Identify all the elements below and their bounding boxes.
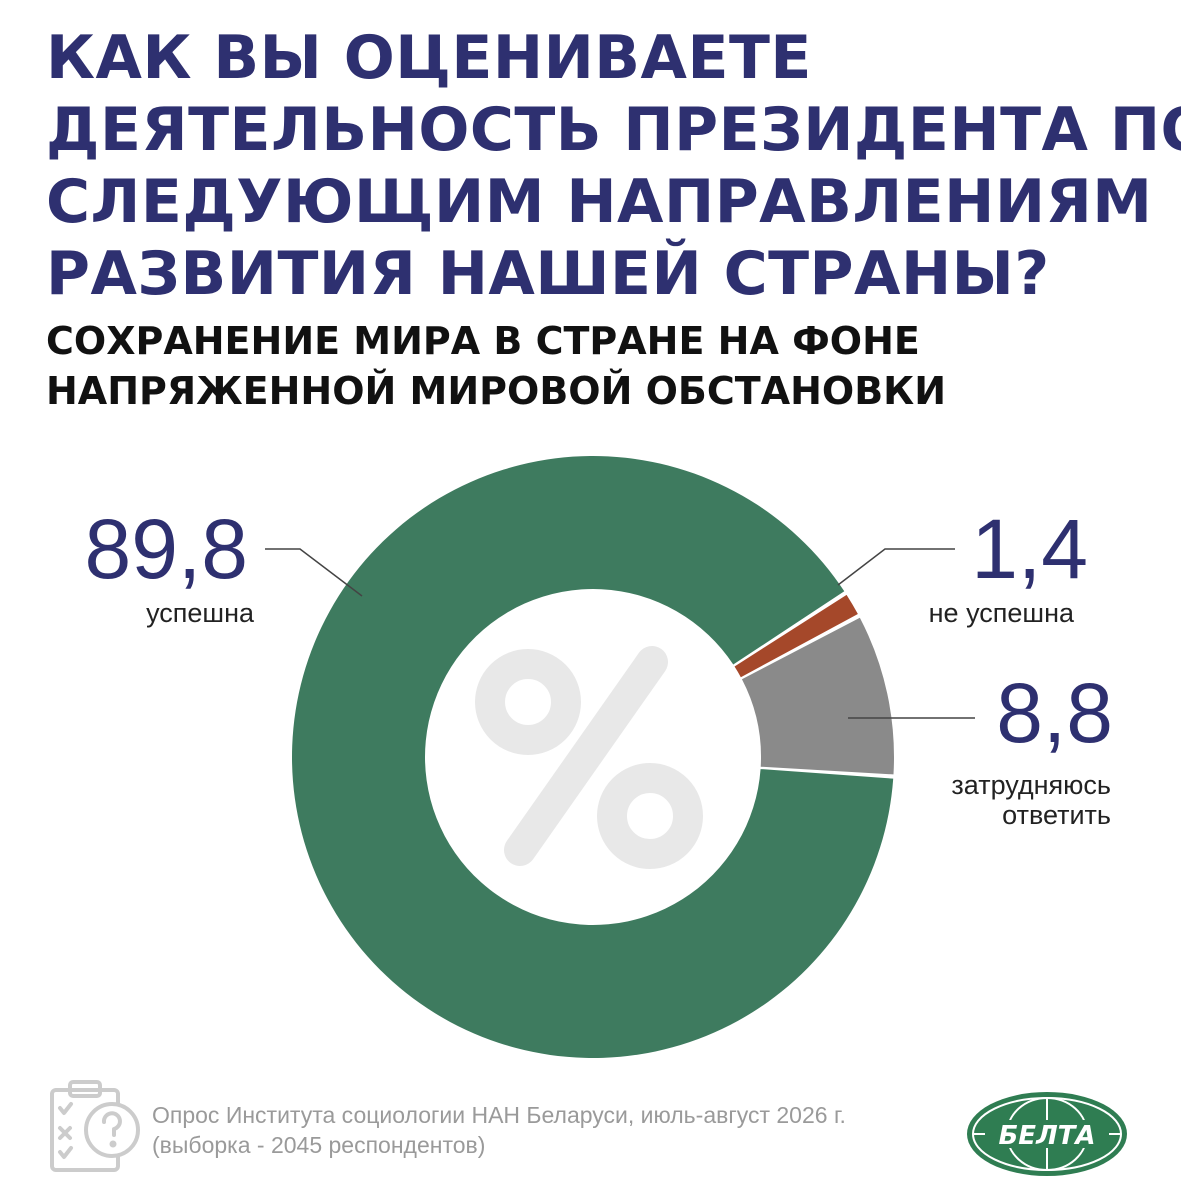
- percent-icon: [475, 646, 703, 869]
- clipboard-question-icon: [50, 1080, 140, 1172]
- chart-title: КАК ВЫ ОЦЕНИВАЕТЕ ДЕЯТЕЛЬНОСТЬ ПРЕЗИДЕНТ…: [46, 22, 1181, 310]
- value-label-не-успешна: 1,4: [971, 502, 1088, 596]
- slice-не-успешна: [734, 594, 858, 678]
- source-note: Опрос Института социологии НАН Беларуси,…: [152, 1100, 846, 1160]
- leader-line-успешна: [265, 548, 363, 597]
- title-line: СЛЕДУЮЩИМ НАПРАВЛЕНИЯМ: [46, 167, 1153, 237]
- leader-line-не-успешна: [837, 548, 955, 586]
- value-label-успешна: 89,8: [85, 502, 249, 596]
- value-label-затрудняюсь-ответить: 8,8: [996, 666, 1113, 760]
- title-line: РАЗВИТИЯ НАШЕЙ СТРАНЫ?: [46, 239, 1050, 309]
- category-label-затрудняюсь-ответить: ответить: [1002, 800, 1111, 830]
- title-line: ДЕЯТЕЛЬНОСТЬ ПРЕЗИДЕНТА ПО: [46, 95, 1181, 165]
- subtitle-line: СОХРАНЕНИЕ МИРА В СТРАНЕ НА ФОНЕ: [46, 319, 920, 363]
- slice-успешна: [292, 456, 894, 1059]
- logo-text: БЕЛТА: [998, 1121, 1095, 1151]
- category-label-затрудняюсь-ответить: затрудняюсь: [951, 770, 1111, 800]
- source-line: Опрос Института социологии НАН Беларуси,…: [152, 1102, 846, 1128]
- chart-subtitle: СОХРАНЕНИЕ МИРА В СТРАНЕ НА ФОНЕ НАПРЯЖЕ…: [46, 316, 1156, 416]
- slice-затрудняюсь-ответить: [741, 617, 894, 775]
- category-label-успешна: успешна: [146, 598, 255, 628]
- title-line: КАК ВЫ ОЦЕНИВАЕТЕ: [46, 23, 812, 93]
- belta-logo: БЕЛТА: [967, 1092, 1127, 1176]
- category-label-не-успешна: не успешна: [929, 598, 1075, 628]
- subtitle-line: НАПРЯЖЕННОЙ МИРОВОЙ ОБСТАНОВКИ: [46, 369, 947, 413]
- source-line: (выборка - 2045 респондентов): [152, 1132, 486, 1158]
